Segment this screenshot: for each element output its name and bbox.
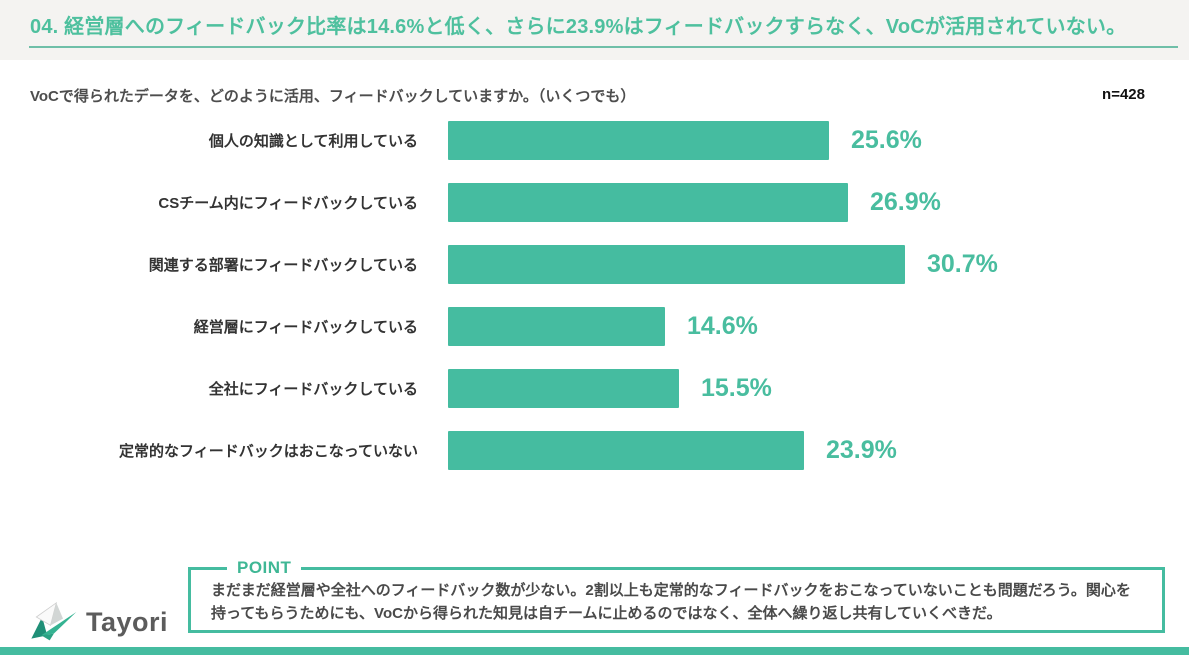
- paper-plane-icon: [31, 601, 77, 641]
- bar-category-label: 経営層にフィードバックしている: [193, 319, 418, 336]
- bar-row: 関連する部署にフィードバックしている 30.7%: [0, 245, 1189, 284]
- bar: [448, 245, 905, 284]
- page-title: 04. 経営層へのフィードバック比率は14.6%と低く、さらに23.9%はフィー…: [30, 16, 1127, 38]
- bar-row: CSチーム内にフィードバックしている 26.9%: [0, 183, 1189, 222]
- bar-plot: 25.6%: [448, 121, 922, 160]
- bar-plot: 26.9%: [448, 183, 941, 222]
- bar-value-label: 23.9%: [826, 436, 897, 464]
- survey-question: VoCで得られたデータを、どのように活用、フィードバックしていますか。（いくつで…: [30, 88, 636, 105]
- bar-category-label: CSチーム内にフィードバックしている: [158, 195, 418, 212]
- bar-row: 定常的なフィードバックはおこなっていない 23.9%: [0, 431, 1189, 470]
- logo-wordmark: Tayori: [86, 606, 169, 637]
- bar-chart: 個人の知識として利用している 25.6% CSチーム内にフィードバックしている 26.…: [0, 121, 1189, 493]
- bar-plot: 15.5%: [448, 369, 772, 408]
- bar-value-label: 14.6%: [687, 312, 758, 340]
- point-box: POINT まだまだ経営層や全社へのフィードバック数が少ない。2割以上も定常的な…: [188, 558, 1165, 633]
- point-text: まだまだ経営層や全社へのフィードバック数が少ない。2割以上も定常的なフィードバッ…: [211, 582, 1131, 623]
- bar-row: 個人の知識として利用している 25.6%: [0, 121, 1189, 160]
- bar: [448, 121, 829, 160]
- header-underline: [29, 46, 1178, 48]
- bar-value-label: 25.6%: [851, 126, 922, 154]
- bar-category-label: 関連する部署にフィードバックしている: [148, 257, 418, 274]
- bar-row: 経営層にフィードバックしている 14.6%: [0, 307, 1189, 346]
- bar-plot: 30.7%: [448, 245, 998, 284]
- bar-plot: 23.9%: [448, 431, 897, 470]
- bar-category-label: 個人の知識として利用している: [208, 133, 418, 150]
- bar: [448, 183, 848, 222]
- bar: [448, 369, 679, 408]
- bottom-accent-strip: [0, 647, 1189, 655]
- sample-size-label: n=428: [1102, 86, 1145, 103]
- tayori-logo: Tayori: [28, 600, 168, 644]
- bar: [448, 307, 665, 346]
- bar-plot: 14.6%: [448, 307, 758, 346]
- header-band: 04. 経営層へのフィードバック比率は14.6%と低く、さらに23.9%はフィー…: [0, 0, 1189, 60]
- bar-category-label: 定常的なフィードバックはおこなっていない: [119, 443, 418, 460]
- bar-value-label: 30.7%: [927, 250, 998, 278]
- bar-value-label: 15.5%: [701, 374, 772, 402]
- bar-value-label: 26.9%: [870, 188, 941, 216]
- bar: [448, 431, 804, 470]
- bar-category-label: 全社にフィードバックしている: [208, 381, 418, 398]
- point-label: POINT: [227, 558, 302, 578]
- bar-row: 全社にフィードバックしている 15.5%: [0, 369, 1189, 408]
